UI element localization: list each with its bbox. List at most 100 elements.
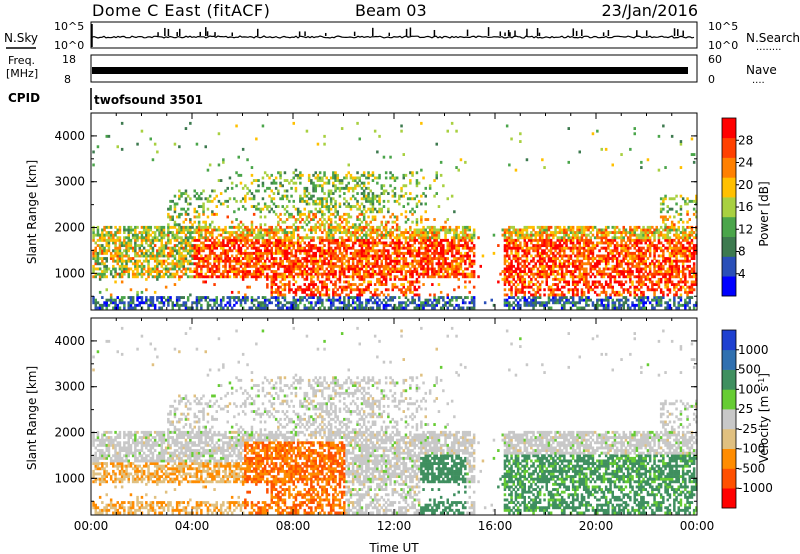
power-cell [92, 233, 95, 237]
power-cell [448, 231, 452, 234]
power-cell [585, 233, 588, 237]
power-cell [191, 270, 194, 273]
power-cell [362, 189, 366, 193]
power-cell [160, 251, 163, 255]
power-cell [461, 231, 465, 234]
power-cell [323, 280, 326, 284]
power-cell [525, 272, 529, 276]
power-cell [541, 238, 544, 242]
power-cell [230, 181, 234, 185]
power-cell [459, 267, 463, 271]
power-cell [585, 225, 588, 229]
power-cell [365, 231, 368, 234]
power-cell [371, 275, 375, 279]
power-cell [578, 275, 581, 279]
power-cell [508, 236, 511, 240]
power-cell [444, 270, 447, 273]
power-cell [532, 244, 535, 247]
power-cell [426, 218, 430, 221]
power-cell [582, 249, 586, 253]
power-cell [565, 283, 568, 286]
power-cell [259, 236, 262, 240]
power-cell [145, 288, 148, 292]
power-cell [340, 251, 344, 255]
power-cell [338, 249, 342, 253]
power-cell [433, 254, 436, 258]
power-cell [171, 231, 174, 234]
power-cell [340, 254, 344, 258]
power-cell [365, 288, 368, 292]
power-cell [235, 257, 238, 260]
power-cell [455, 244, 458, 247]
power-cell [409, 285, 412, 289]
power-cell [347, 296, 350, 299]
power-cell [149, 137, 152, 141]
power-cell [312, 181, 315, 185]
power-cell [525, 158, 529, 162]
power-cell [569, 257, 573, 260]
power-cell [279, 225, 282, 229]
power-cell [270, 228, 273, 232]
power-cell [235, 267, 238, 271]
power-cell [244, 272, 247, 276]
power-cell [228, 236, 232, 240]
power-cell [250, 181, 254, 185]
power-cell [435, 241, 438, 245]
power-cell [272, 202, 276, 206]
power-cell [343, 212, 346, 216]
power-cell [294, 220, 298, 224]
power-cell [503, 267, 507, 271]
power-cell [371, 236, 375, 240]
power-cell [391, 173, 394, 177]
power-cell [332, 298, 335, 302]
power-cell [376, 199, 379, 203]
power-cell [274, 212, 278, 216]
power-cell [296, 228, 300, 232]
power-cell [525, 249, 529, 253]
power-cell [120, 264, 124, 268]
power-cell [332, 270, 335, 273]
power-cell [393, 199, 397, 203]
power-cell [261, 272, 265, 276]
power-cell [413, 259, 416, 263]
power-cell [431, 233, 434, 237]
power-cell [516, 306, 520, 310]
power-cell [345, 306, 348, 310]
power-cell [365, 264, 368, 268]
power-cell [195, 267, 199, 271]
power-cell [512, 225, 515, 229]
power-cell [378, 173, 381, 177]
power-cell [250, 205, 254, 208]
power-cell [270, 296, 273, 299]
power-cell [508, 163, 511, 167]
power-cell [294, 267, 298, 271]
power-cell [351, 262, 355, 266]
power-cell [402, 194, 405, 198]
power-cell [272, 241, 276, 245]
power-cell [565, 233, 568, 237]
power-cell [336, 179, 339, 182]
power-cell [360, 236, 364, 240]
power-cell [288, 264, 291, 268]
power-cell [332, 262, 335, 266]
power-cell [362, 270, 366, 273]
power-cell [230, 186, 234, 190]
power-cell [175, 238, 179, 242]
power-cell [171, 303, 174, 307]
power-cell [354, 236, 357, 240]
power-cell [294, 251, 298, 255]
power-cell [404, 301, 408, 305]
power-cell [129, 244, 133, 247]
power-cell [261, 244, 265, 247]
power-cell [347, 280, 350, 284]
power-cell [186, 228, 190, 232]
power-cell [248, 285, 251, 289]
power-cell [406, 197, 410, 201]
power-cell [255, 262, 258, 266]
power-cell [585, 296, 588, 299]
power-cell [325, 262, 328, 266]
power-cell [450, 251, 454, 255]
power-cell [195, 238, 199, 242]
power-cell [332, 173, 335, 177]
power-cell [272, 231, 276, 234]
